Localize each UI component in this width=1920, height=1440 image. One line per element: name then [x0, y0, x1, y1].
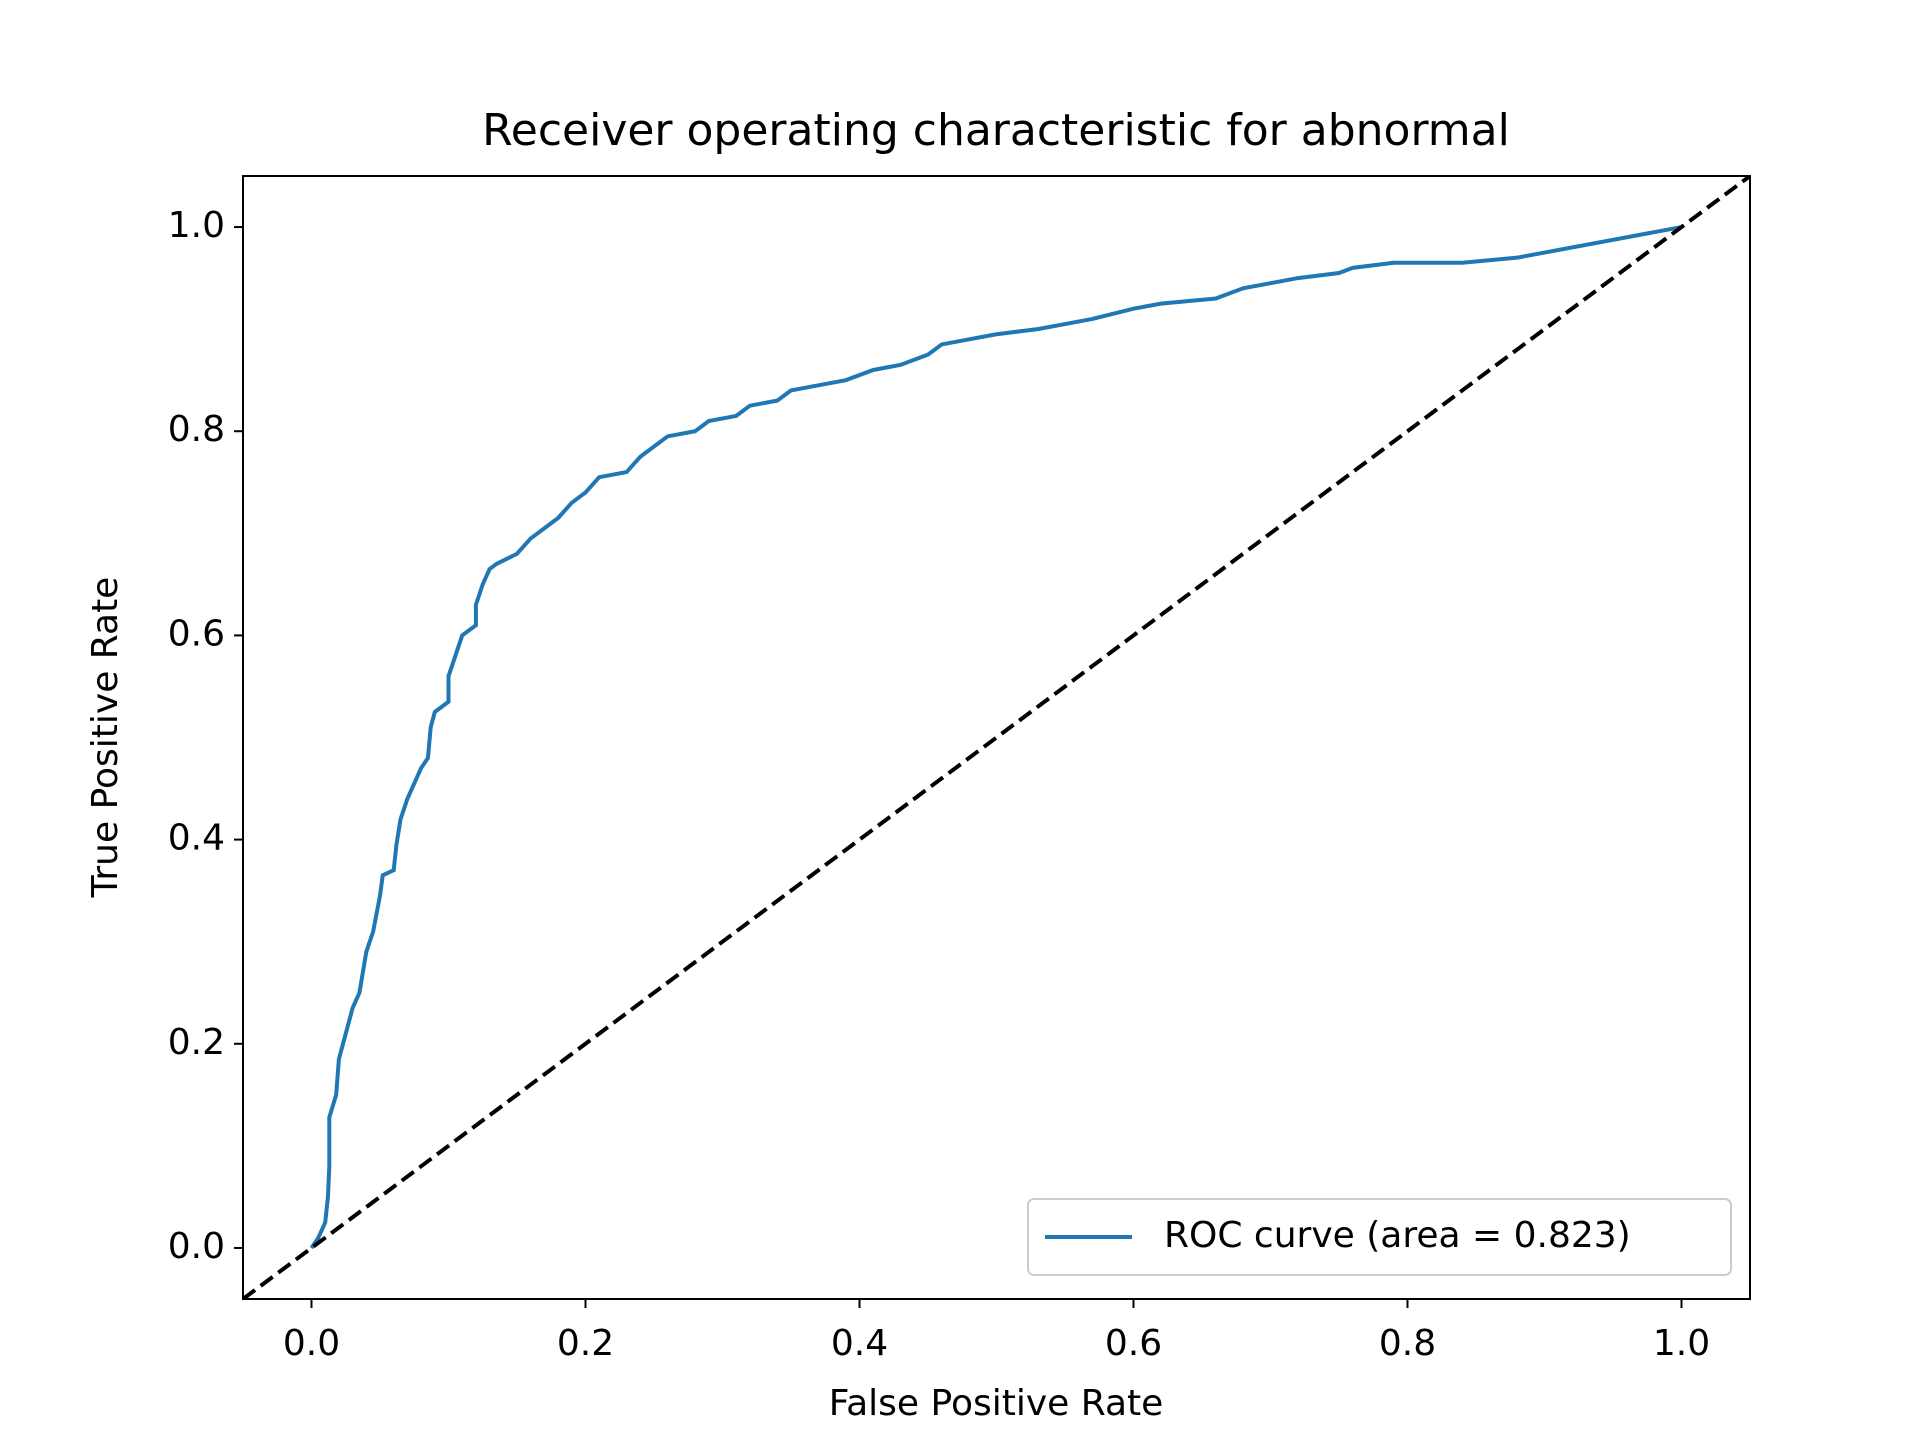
y-tick-label: 0.8 — [168, 409, 225, 450]
x-tick-label: 1.0 — [1653, 1323, 1710, 1364]
x-tick-label: 0.0 — [283, 1323, 340, 1364]
y-tick-label: 0.6 — [168, 613, 225, 654]
y-tick-label: 0.0 — [168, 1226, 225, 1267]
line-series — [243, 176, 1750, 1299]
x-axis-label: False Positive Rate — [829, 1383, 1164, 1424]
x-tick-label: 0.4 — [831, 1323, 888, 1364]
y-tick-label: 0.4 — [168, 818, 225, 859]
line-series — [309, 225, 1682, 1250]
chart-title: Receiver operating characteristic for ab… — [482, 105, 1510, 156]
x-tick-label: 0.2 — [557, 1323, 614, 1364]
plot-frame — [242, 175, 1751, 1300]
x-tick-label: 0.8 — [1379, 1323, 1436, 1364]
x-tick-label: 0.6 — [1105, 1323, 1162, 1364]
y-axis-label: True Positive Rate — [85, 577, 126, 899]
legend-box — [1027, 1198, 1732, 1276]
legend-label: ROC curve (area = 0.823) — [1164, 1215, 1631, 1256]
y-tick-label: 0.2 — [168, 1022, 225, 1063]
y-tick-label: 1.0 — [168, 205, 225, 246]
